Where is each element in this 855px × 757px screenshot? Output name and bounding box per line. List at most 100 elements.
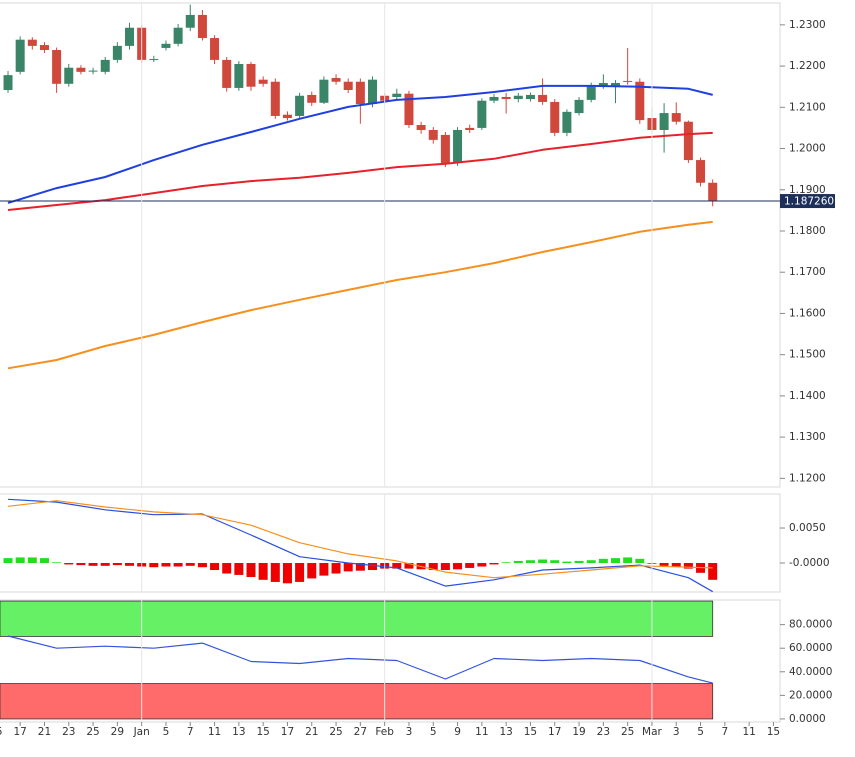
candle-body (416, 125, 426, 130)
candle-body (525, 94, 535, 100)
histogram-bar (538, 559, 548, 564)
x-tick-label: 25 (86, 726, 99, 738)
indicator-line (7, 84, 713, 204)
x-tick-label: 25 (329, 726, 342, 738)
histogram-bar (258, 563, 268, 580)
candle-body (64, 67, 74, 84)
x-tick-label: 11 (475, 726, 488, 738)
candle-body (696, 160, 706, 183)
x-tick-label: 11 (208, 726, 221, 738)
candle-body (392, 93, 402, 97)
histogram-bar (465, 563, 475, 568)
x-tick-label: 21 (38, 726, 51, 738)
histogram-bar (586, 560, 596, 564)
x-tick-label: 15 (524, 726, 537, 738)
candle-body (3, 75, 13, 90)
x-tick-label: 3 (673, 726, 680, 738)
candle-body (149, 59, 159, 61)
candle-body (671, 113, 681, 122)
indicator-line (7, 498, 713, 592)
histogram-bar (197, 563, 207, 568)
candle-body (343, 81, 353, 90)
panel-frame (0, 599, 781, 723)
histogram-bar (708, 563, 718, 580)
histogram-bar (477, 563, 487, 567)
candle-body (161, 43, 171, 48)
y-tick-label: 1.1200 (789, 472, 826, 484)
current-price-label: 1.187260 (784, 196, 834, 208)
candle-body (477, 100, 487, 128)
candle-body (368, 79, 378, 105)
x-tick-label: 23 (62, 726, 75, 738)
candle-body (88, 70, 98, 72)
histogram-bar (149, 563, 159, 568)
candle-body (453, 129, 463, 163)
candle-body (222, 59, 232, 88)
candle-body (659, 113, 669, 130)
histogram-bar (234, 563, 244, 575)
x-tick-label: 3 (406, 726, 413, 738)
histogram-bar (404, 563, 414, 569)
candle-body (440, 134, 450, 163)
histogram-bar (331, 563, 341, 574)
histogram-bar (671, 563, 681, 567)
candle-body (100, 59, 110, 72)
x-tick-label: 15 (767, 726, 780, 738)
histogram-bar (319, 563, 329, 576)
x-tick-label: 9 (454, 726, 461, 738)
y-tick-label: 1.2200 (789, 60, 826, 72)
candle-body (270, 81, 280, 116)
histogram-bar (246, 563, 256, 578)
histogram-bar (3, 558, 13, 564)
histogram-bar (270, 563, 280, 582)
candle-body (574, 99, 584, 114)
x-tick-label: 13 (232, 726, 245, 738)
x-tick-label: 15 (0, 726, 3, 738)
candle-body (355, 81, 365, 105)
plot-area (3, 4, 718, 370)
candle-body (246, 64, 256, 87)
x-tick-label: Mar (642, 726, 662, 738)
candle-body (538, 94, 548, 102)
x-tick-label: 5 (430, 726, 437, 738)
y-tick-label: 1.2100 (789, 101, 826, 113)
histogram-bar (392, 563, 402, 569)
histogram-bar (355, 563, 365, 571)
panel-frame (0, 493, 781, 593)
candle-body (586, 85, 596, 100)
candle-body (465, 127, 475, 130)
candle-body (550, 101, 560, 133)
histogram-bar (453, 563, 463, 570)
candle-body (404, 93, 414, 126)
y-tick-label: 1.2000 (789, 143, 826, 155)
histogram-bar (161, 563, 171, 567)
histogram-bar (307, 563, 317, 579)
x-tick-label: 19 (572, 726, 585, 738)
candle-body (598, 82, 608, 86)
histogram-bar (282, 563, 292, 584)
histogram-bar (39, 558, 49, 564)
candle-body (501, 96, 511, 100)
current-price-box (780, 194, 835, 209)
indicator-line (7, 635, 713, 684)
histogram-bar (574, 560, 584, 564)
x-tick-label: 23 (597, 726, 610, 738)
y-tick-label: 1.1500 (789, 349, 826, 361)
x-tick-label: 15 (256, 726, 269, 738)
histogram-bar (27, 557, 37, 564)
y-tick-label: 1.1400 (789, 390, 826, 402)
histogram-bar (610, 558, 620, 564)
candle-body (428, 129, 438, 140)
y-tick-label: 1.1600 (789, 307, 826, 319)
candle-body (15, 39, 25, 72)
zone (0, 683, 714, 720)
histogram-bar (623, 557, 633, 564)
candle-body (112, 45, 122, 60)
histogram-bar (222, 563, 232, 574)
indicator-line (7, 220, 713, 370)
indicator-line (7, 500, 713, 579)
candle-body (173, 27, 183, 44)
candle-body (623, 80, 633, 82)
candle-body (27, 39, 37, 46)
histogram-bar (112, 563, 122, 566)
